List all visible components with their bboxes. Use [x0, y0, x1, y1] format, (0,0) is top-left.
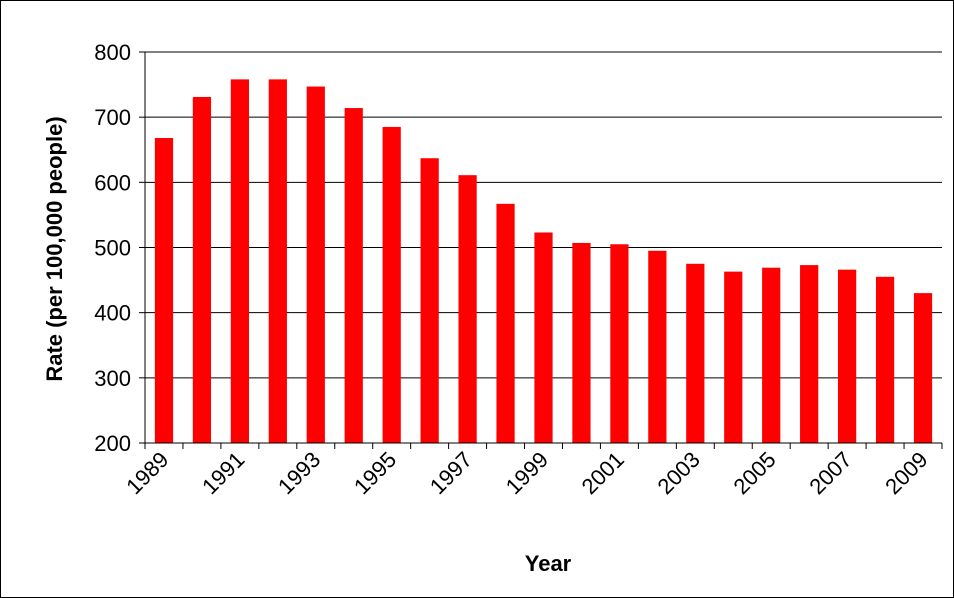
y-tick-label: 300: [94, 366, 131, 391]
x-tick-label: 2009: [880, 447, 932, 499]
x-tick-label: 2005: [728, 447, 780, 499]
x-axis-title: Year: [525, 551, 572, 576]
bar-2002: [648, 250, 667, 443]
y-tick-label: 700: [94, 105, 131, 130]
bar-1994: [344, 108, 363, 443]
y-axis-ticks: 200 300 400 500 600 700 800: [94, 40, 145, 456]
bar-1997: [458, 175, 477, 444]
x-tick-label: 1991: [197, 447, 249, 499]
bar-1992: [268, 79, 287, 444]
bar-1995: [382, 126, 401, 444]
bar-1998: [496, 203, 515, 443]
x-tick-label: 1995: [349, 447, 401, 499]
x-tick-label: 2003: [653, 447, 705, 499]
y-tick-label: 200: [94, 431, 131, 456]
y-tick-label: 800: [94, 40, 131, 65]
bar-1999: [534, 232, 553, 443]
x-tick-label: 1997: [425, 447, 477, 499]
bar-2008: [875, 276, 895, 443]
bar-1989: [154, 138, 174, 443]
bar-2000: [572, 242, 591, 443]
bar-1993: [306, 86, 325, 443]
bars: [154, 79, 933, 444]
x-tick-label: 1993: [273, 447, 325, 499]
bar-2005: [762, 267, 781, 443]
bar-2009: [913, 293, 933, 443]
y-tick-label: 500: [94, 236, 131, 261]
x-tick-label: 2007: [804, 447, 856, 499]
x-tick-label: 1999: [501, 447, 553, 499]
bar-2004: [724, 271, 743, 443]
y-tick-label: 400: [94, 301, 131, 326]
bar-1991: [230, 79, 249, 444]
y-axis-title: Rate (per 100,000 people): [42, 116, 67, 381]
bar-1990: [192, 96, 212, 443]
x-tick-label: 2001: [577, 447, 629, 499]
y-tick-label: 600: [94, 170, 131, 195]
bar-1996: [420, 158, 439, 443]
bar-2001: [610, 244, 629, 443]
bar-2007: [838, 269, 857, 443]
x-axis-ticks: 1989 1991 1993 1995 1997 1999 2001 2003 2005 2007…: [121, 443, 943, 499]
bar-2006: [800, 265, 819, 443]
bar-2003: [686, 263, 705, 443]
